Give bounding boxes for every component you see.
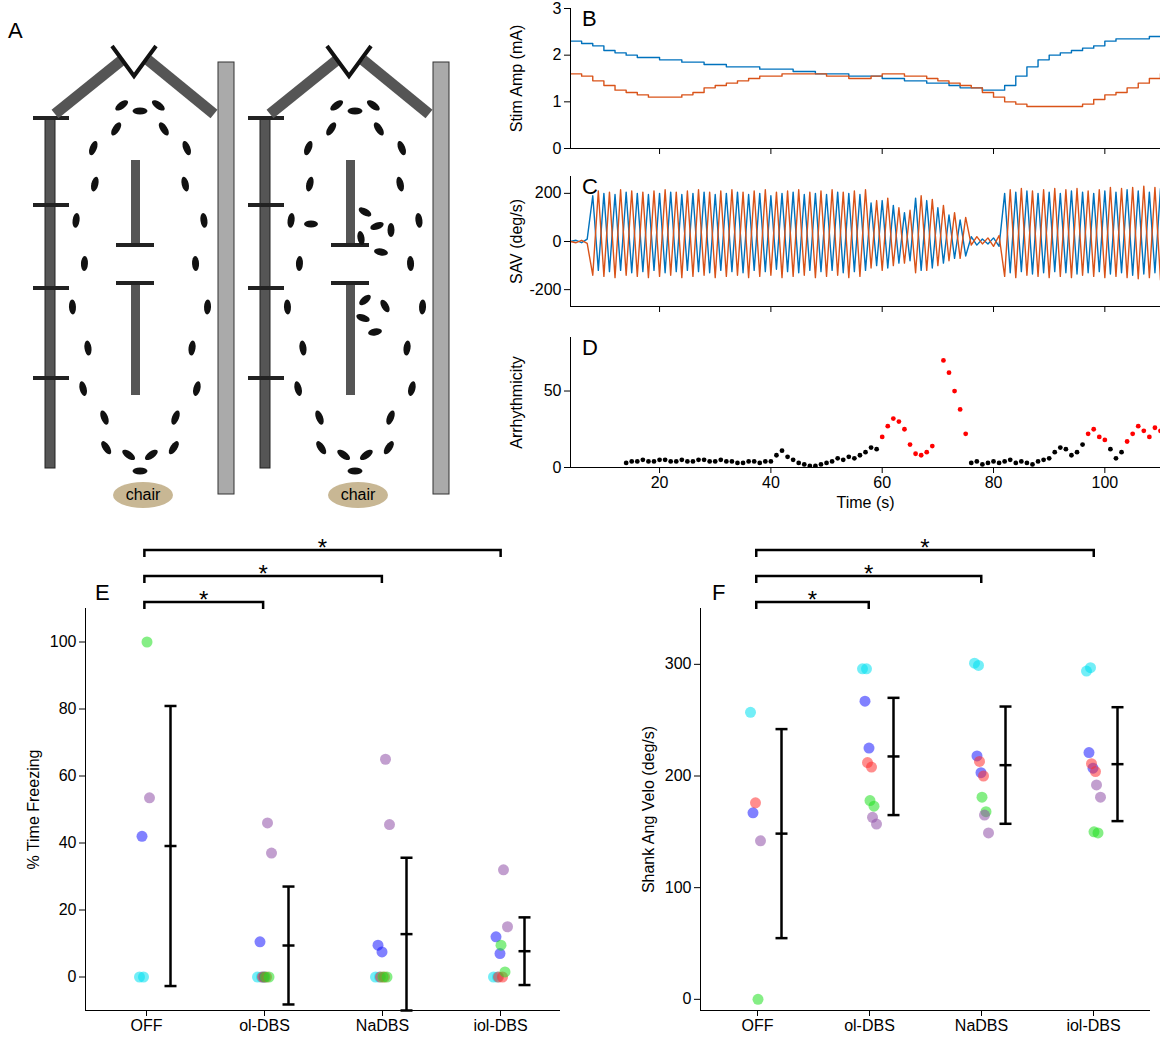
html-text:B: B — [582, 6, 597, 31]
svg-text:100: 100 — [50, 633, 77, 650]
svg-text:-200: -200 — [529, 281, 561, 298]
svg-text:200: 200 — [665, 767, 692, 784]
svg-text:2: 2 — [553, 46, 562, 63]
svg-text:SAV (deg/s): SAV (deg/s) — [508, 199, 525, 284]
svg-text:iol-DBS: iol-DBS — [473, 1017, 527, 1034]
svg-text:Stim Amp (mA): Stim Amp (mA) — [508, 25, 525, 133]
svg-text:80: 80 — [985, 474, 1003, 491]
html-text:A: A — [8, 18, 23, 43]
svg-text:*: * — [199, 586, 208, 613]
svg-text:OFF: OFF — [131, 1017, 163, 1034]
svg-text:*: * — [920, 534, 929, 561]
svg-text:0: 0 — [683, 990, 692, 1007]
svg-text:3: 3 — [553, 0, 562, 17]
svg-text:60: 60 — [873, 474, 891, 491]
svg-text:chair: chair — [126, 486, 161, 503]
svg-text:80: 80 — [59, 700, 77, 717]
svg-text:50: 50 — [544, 382, 562, 399]
svg-text:Shank Ang Velo (deg/s): Shank Ang Velo (deg/s) — [640, 726, 657, 893]
svg-text:20: 20 — [59, 901, 77, 918]
svg-text:Time (s): Time (s) — [836, 494, 894, 511]
svg-text:1: 1 — [553, 93, 562, 110]
html-text:D: D — [582, 335, 598, 360]
svg-text:ol-DBS: ol-DBS — [239, 1017, 290, 1034]
svg-text:0: 0 — [553, 140, 562, 157]
svg-text:60: 60 — [59, 767, 77, 784]
svg-text:20: 20 — [651, 474, 669, 491]
svg-text:100: 100 — [665, 879, 692, 896]
svg-text:0: 0 — [553, 233, 562, 250]
svg-text:0: 0 — [553, 459, 562, 476]
svg-text:200: 200 — [535, 184, 562, 201]
svg-text:*: * — [808, 586, 817, 613]
svg-text:% Time Freezing: % Time Freezing — [25, 749, 42, 869]
svg-text:40: 40 — [59, 834, 77, 851]
svg-text:*: * — [258, 560, 267, 587]
svg-text:0: 0 — [68, 968, 77, 985]
svg-text:NaDBS: NaDBS — [955, 1017, 1008, 1034]
svg-text:NaDBS: NaDBS — [356, 1017, 409, 1034]
svg-text:OFF: OFF — [742, 1017, 774, 1034]
html-text:C: C — [582, 174, 598, 199]
svg-text:*: * — [318, 534, 327, 561]
html-text:E: E — [95, 580, 110, 605]
svg-text:40: 40 — [762, 474, 780, 491]
svg-text:300: 300 — [665, 655, 692, 672]
svg-text:ol-DBS: ol-DBS — [844, 1017, 895, 1034]
svg-text:*: * — [864, 560, 873, 587]
svg-text:100: 100 — [1091, 474, 1118, 491]
svg-text:Arrhythmicity: Arrhythmicity — [508, 356, 525, 448]
svg-text:iol-DBS: iol-DBS — [1066, 1017, 1120, 1034]
svg-text:chair: chair — [341, 486, 376, 503]
html-text:F: F — [712, 580, 726, 605]
